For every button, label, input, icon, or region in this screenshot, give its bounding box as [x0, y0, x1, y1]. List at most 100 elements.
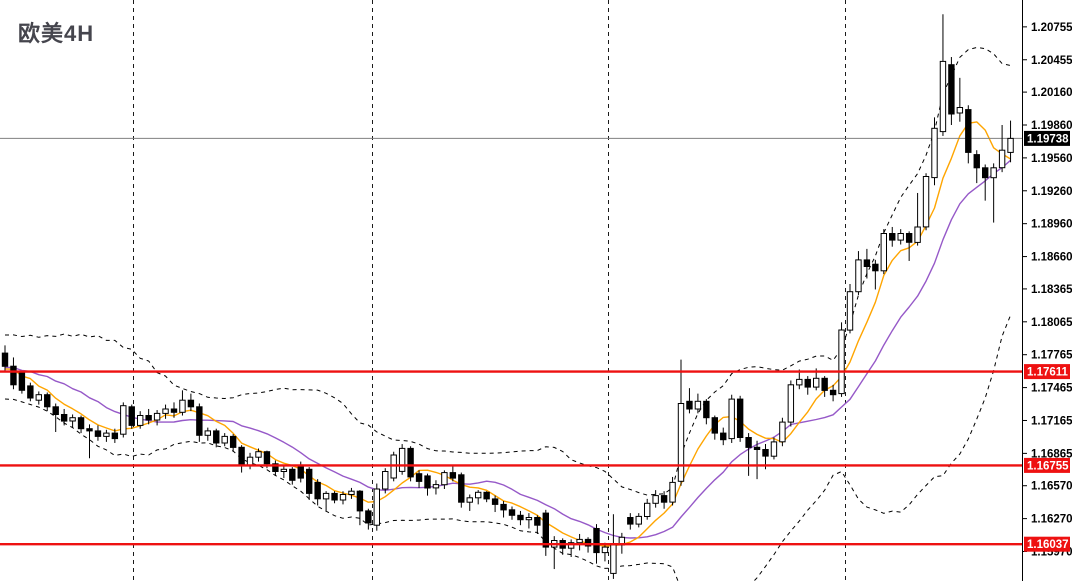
- candle-bullish: [373, 488, 381, 526]
- candle-bearish: [331, 492, 338, 501]
- symbol-timeframe-title: 欧美4H: [18, 21, 95, 46]
- candle-bearish: [94, 430, 102, 437]
- candle-bearish: [508, 509, 516, 516]
- candle-bullish: [990, 167, 997, 179]
- candle-bullish: [348, 490, 355, 496]
- candle-bullish: [576, 538, 583, 544]
- level-price-tag: 1.16037: [1027, 539, 1069, 551]
- candle-bearish: [491, 498, 499, 505]
- candle-bearish: [500, 503, 507, 511]
- candle-bullish: [813, 377, 820, 388]
- candle-bullish: [956, 107, 964, 114]
- candle-bearish: [905, 233, 913, 243]
- candle-bullish: [939, 60, 947, 133]
- price-tick-label: 1.20455: [1031, 55, 1072, 67]
- level-price-tag-bg: [1024, 536, 1070, 552]
- bollinger-lower-band-line: [4, 315, 1012, 581]
- candle-bearish: [458, 474, 465, 503]
- candle-bullish: [255, 451, 262, 458]
- candle-bullish: [669, 481, 676, 503]
- price-tick-label: 1.20755: [1031, 22, 1072, 34]
- candle-bullish: [846, 291, 854, 331]
- candle-bearish: [534, 517, 541, 526]
- candle-bullish: [998, 149, 1006, 169]
- candle-bearish: [196, 406, 203, 436]
- candle-bullish: [69, 417, 76, 422]
- candle-bullish: [897, 233, 904, 241]
- price-tick-label: 1.18960: [1031, 219, 1072, 231]
- candle-bullish: [339, 494, 347, 501]
- ma-slow-line: [4, 159, 1012, 539]
- candle-bullish: [770, 441, 778, 457]
- candle-bearish: [948, 64, 955, 115]
- candle-bullish: [838, 329, 845, 395]
- price-tick-label: 1.16570: [1031, 481, 1072, 493]
- candle-bearish: [736, 398, 744, 439]
- candle-bearish: [263, 451, 271, 465]
- candle-bearish: [872, 263, 879, 272]
- candle-bearish: [52, 406, 59, 415]
- price-tick-label: 1.18365: [1031, 284, 1072, 296]
- candle-bearish: [542, 512, 549, 548]
- price-tick-label: 1.19860: [1031, 120, 1072, 132]
- candle-bullish: [322, 492, 330, 500]
- candle-bearish: [753, 446, 761, 450]
- price-tick-label: 1.16865: [1031, 448, 1072, 460]
- candle-bullish: [204, 430, 212, 436]
- candle-bullish: [779, 421, 786, 443]
- candle-bearish: [187, 399, 195, 408]
- candle-bullish: [914, 226, 921, 243]
- candle-bearish: [627, 517, 634, 525]
- candle-bullish: [922, 176, 930, 228]
- candle-bullish: [398, 447, 406, 472]
- candle-bullish: [567, 542, 575, 549]
- candle-bearish: [1, 352, 9, 367]
- candle-bearish: [517, 514, 524, 521]
- candle-bearish: [829, 389, 837, 396]
- candle-bullish: [441, 472, 448, 486]
- candle-bullish: [432, 484, 440, 489]
- candle-bullish: [382, 471, 389, 490]
- candle-bearish: [44, 394, 51, 408]
- candle-bearish: [145, 415, 152, 421]
- level-price-tag-bg: [1024, 457, 1070, 473]
- price-tick-label: 1.19560: [1031, 153, 1072, 165]
- candle-bullish: [728, 398, 735, 440]
- candle-bullish: [855, 259, 862, 293]
- candle-bearish: [982, 167, 989, 179]
- candle-bearish: [449, 472, 457, 479]
- candle-bearish: [821, 377, 828, 391]
- candle-bullish: [525, 517, 533, 521]
- candle-bearish: [27, 385, 34, 399]
- level-price-tag: 1.17611: [1027, 367, 1069, 379]
- current-price-tag: 1.19738: [1027, 133, 1069, 145]
- candle-bearish: [297, 465, 304, 479]
- candle-bullish: [787, 384, 795, 423]
- candle-bullish: [162, 408, 169, 414]
- candle-bullish: [601, 546, 609, 554]
- candle-bearish: [584, 538, 592, 547]
- candle-bullish: [103, 432, 110, 437]
- candle-bearish: [238, 446, 245, 467]
- candle-bearish: [804, 378, 811, 388]
- candle-bearish: [415, 473, 423, 482]
- candle-bullish: [475, 491, 482, 499]
- candle-bearish: [60, 414, 68, 422]
- candle-bearish: [314, 481, 321, 500]
- candle-bearish: [407, 447, 414, 478]
- candle-bearish: [424, 475, 431, 489]
- candle-bearish: [10, 365, 17, 386]
- candle-bullish: [644, 502, 651, 517]
- candle-bearish: [128, 406, 135, 426]
- candle-bearish: [365, 510, 372, 524]
- candle-bullish: [221, 435, 228, 444]
- price-axis-panel: [1022, 0, 1072, 581]
- candle-bearish: [889, 233, 896, 241]
- candle-bullish: [280, 468, 288, 472]
- price-tick-label: 1.17465: [1031, 383, 1072, 395]
- candle-bullish: [137, 415, 144, 426]
- candle-bearish: [711, 417, 718, 434]
- candle-bearish: [863, 259, 871, 267]
